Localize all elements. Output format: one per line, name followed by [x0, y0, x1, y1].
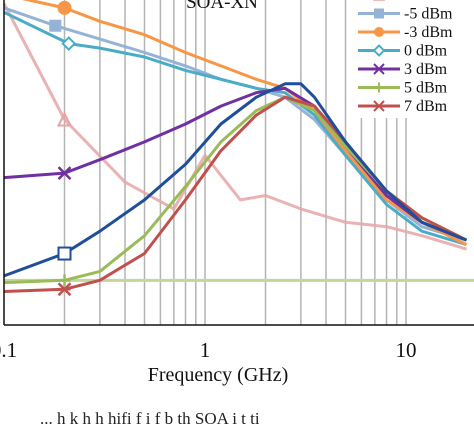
legend-marker: [374, 8, 384, 19]
legend-label: 7 dBm: [404, 98, 448, 115]
series-lines: [2, 0, 468, 293]
series-line: [3, 10, 467, 247]
series-marker: [56, 111, 73, 127]
legend-box: [352, 0, 474, 118]
x-axis-title: Frequency (GHz): [148, 364, 289, 386]
x-tick-label: 10: [396, 338, 417, 362]
series-marker: [49, 19, 62, 32]
x-tick-label: 1: [200, 338, 211, 362]
series-marker: [57, 0, 72, 15]
legend-marker: [374, 82, 384, 93]
series-line: [3, 82, 468, 278]
series-marker: [57, 246, 72, 261]
legend-label: 0 dBm: [404, 43, 448, 60]
axes: [3, 0, 474, 326]
chart-title: SOA-XN: [186, 0, 258, 13]
series-marker: [57, 166, 72, 181]
legend-marker: [372, 44, 386, 57]
x-tick-labels: 0.1 1 10: [0, 338, 417, 362]
legend-label: -10 dBm: [404, 0, 461, 4]
legend-label: 5 dBm: [404, 80, 448, 97]
series-marker: [61, 36, 77, 52]
legend-label: 3 dBm: [404, 61, 448, 78]
series-line: [2, 2, 467, 251]
series-marker: [57, 282, 72, 297]
legend-marker: [374, 27, 384, 37]
series-marker: [58, 274, 71, 287]
series-markers: [49, 0, 77, 297]
series-line: [3, 86, 468, 242]
legend-label: -5 dBm: [404, 6, 453, 23]
legend-marker: [373, 63, 385, 75]
caption-fragment: ... h k h h hifi f i f b th SOA i t ti: [40, 409, 260, 428]
legend-label: -3 dBm: [404, 24, 453, 41]
series-line: [21, 0, 468, 246]
legend-marker: [373, 100, 385, 112]
x-tick-label: 0.1: [0, 338, 17, 362]
